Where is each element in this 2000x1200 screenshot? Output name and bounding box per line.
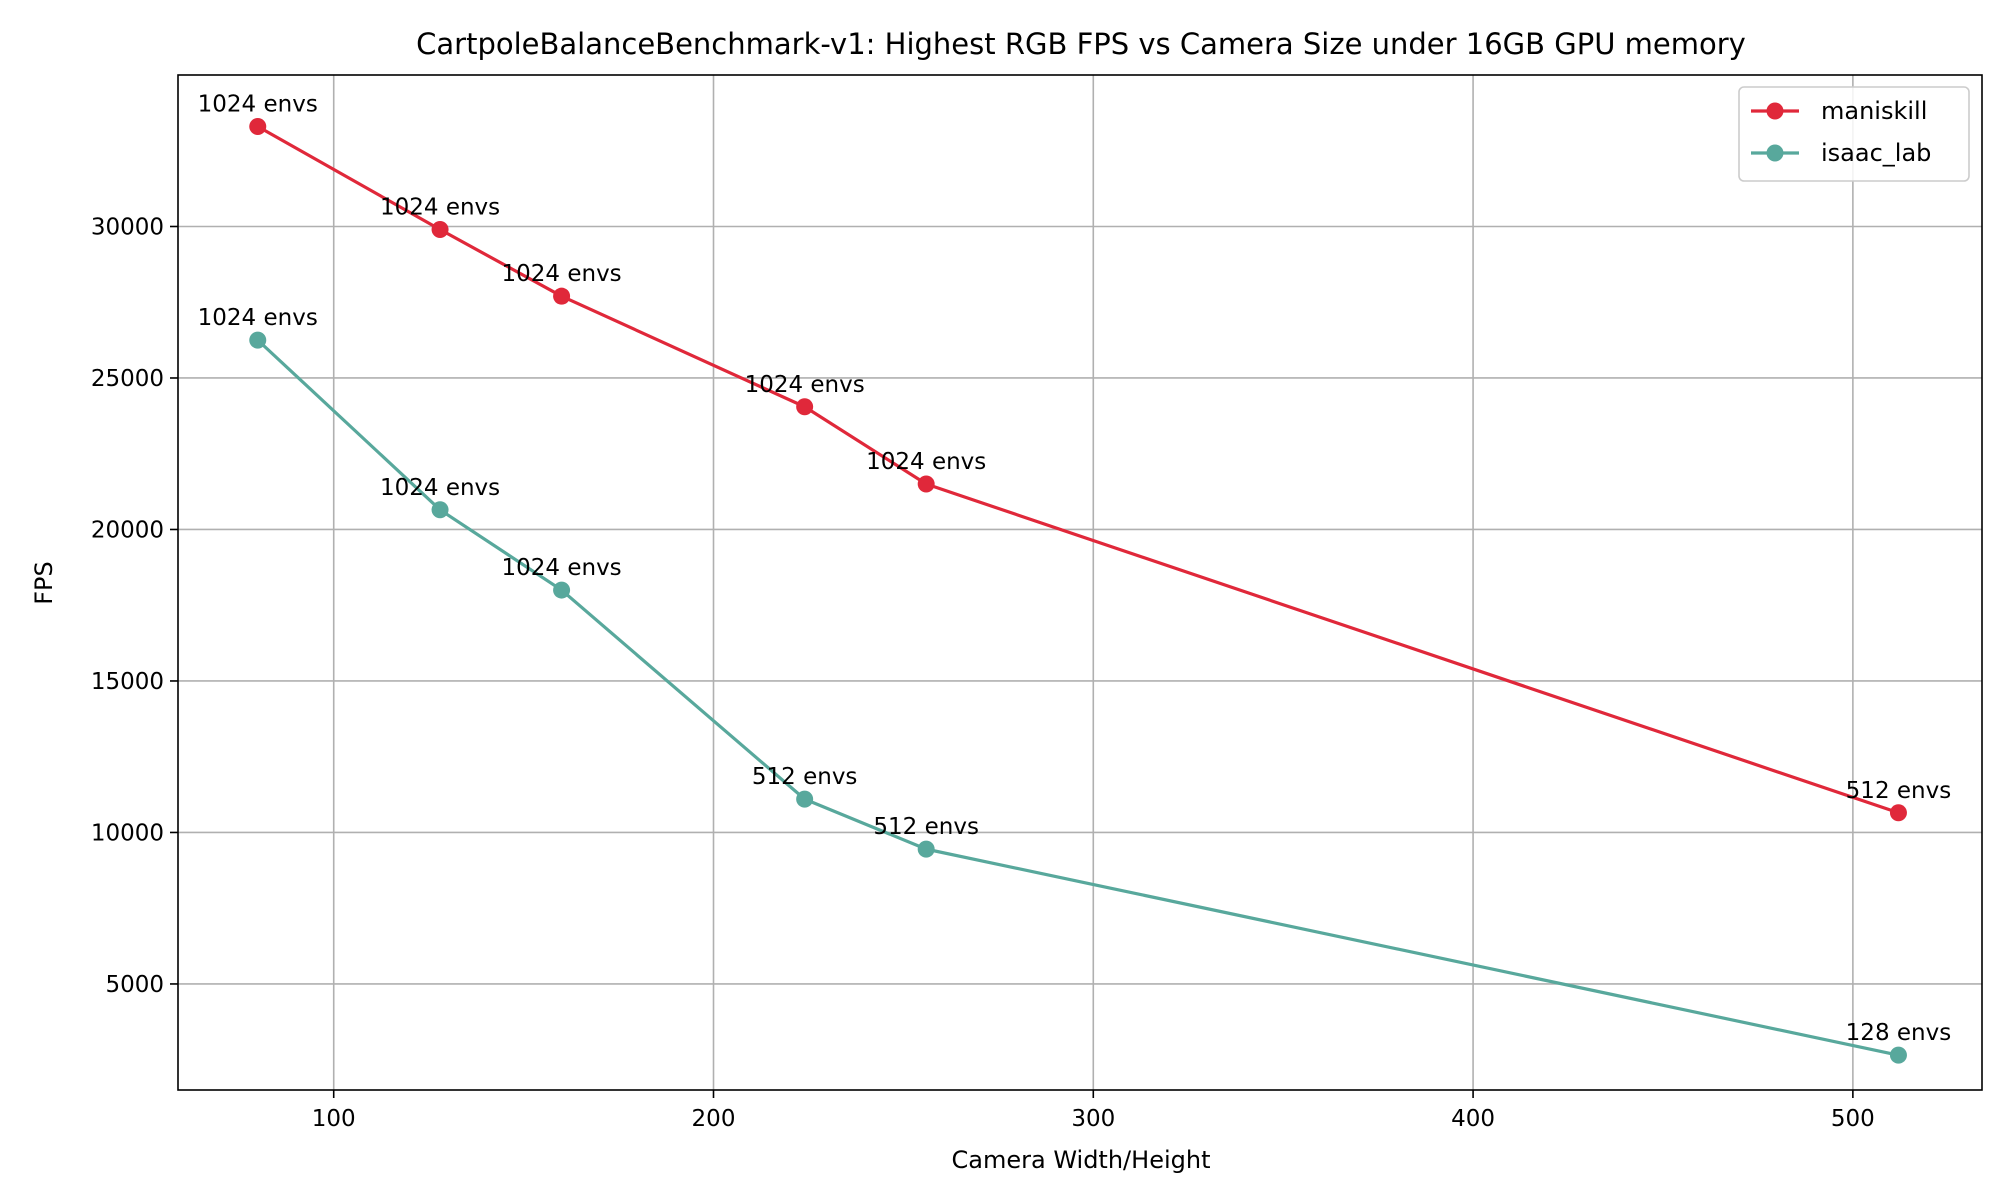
data-point <box>431 221 449 239</box>
data-point <box>917 840 935 858</box>
data-point <box>1889 804 1907 822</box>
y-tick-label: 20000 <box>91 517 164 543</box>
data-point <box>249 331 267 349</box>
series-isaac_lab <box>249 331 1907 1064</box>
point-label: 128 envs <box>1846 1020 1952 1046</box>
point-label: 1024 envs <box>745 372 865 398</box>
chart-title: CartpoleBalanceBenchmark-v1: Highest RGB… <box>416 27 1746 61</box>
x-tick-label: 200 <box>692 1106 736 1132</box>
point-labels: 1024 envs 1024 envs 1024 envs 1024 envs 1024… <box>198 92 1952 1047</box>
point-label: 1024 envs <box>198 305 318 331</box>
data-point <box>796 790 814 808</box>
y-tick-label: 15000 <box>91 669 164 695</box>
series-maniskill <box>249 118 1907 822</box>
point-label: 1024 envs <box>380 195 500 221</box>
y-axis-label: FPS <box>30 561 58 605</box>
point-label: 512 envs <box>1846 778 1952 804</box>
data-point <box>1889 1046 1907 1064</box>
x-tick-label: 300 <box>1071 1106 1115 1132</box>
y-tick-label: 5000 <box>105 972 164 998</box>
x-tick-label: 100 <box>312 1106 356 1132</box>
legend-item-maniskill: maniskill <box>1751 97 1927 125</box>
axis-ticks: 100 200 300 400 500 5000 10000 15000 20000 25000 3… <box>91 214 1875 1132</box>
legend-marker <box>1766 102 1784 120</box>
series-layer <box>249 118 1907 1064</box>
x-tick-label: 500 <box>1831 1106 1875 1132</box>
data-point <box>917 475 935 493</box>
point-label: 1024 envs <box>198 92 318 118</box>
point-label: 1024 envs <box>502 261 622 287</box>
legend-label: maniskill <box>1821 97 1927 125</box>
point-label: 512 envs <box>752 764 858 790</box>
x-tick-label: 400 <box>1451 1106 1495 1132</box>
y-tick-label: 25000 <box>91 366 164 392</box>
point-label: 512 envs <box>873 814 979 840</box>
data-point <box>553 287 571 305</box>
point-label: 1024 envs <box>380 475 500 501</box>
grid <box>178 75 1982 1090</box>
series-line <box>256 125 1899 815</box>
series-line <box>256 338 1899 1057</box>
plot-frame <box>177 74 1983 1091</box>
data-point <box>249 118 267 136</box>
y-tick-label: 30000 <box>91 214 164 240</box>
y-tick-label: 10000 <box>91 820 164 846</box>
x-axis-label: Camera Width/Height <box>952 1146 1211 1174</box>
data-point <box>431 501 449 519</box>
legend-label: isaac_lab <box>1821 139 1931 167</box>
point-label: 1024 envs <box>866 449 986 475</box>
data-point <box>796 398 814 416</box>
point-label: 1024 envs <box>502 555 622 581</box>
legend-marker <box>1766 144 1784 162</box>
legend: maniskill isaac_lab <box>1738 86 1970 182</box>
data-point <box>553 581 571 599</box>
legend-item-isaac_lab: isaac_lab <box>1751 139 1931 167</box>
